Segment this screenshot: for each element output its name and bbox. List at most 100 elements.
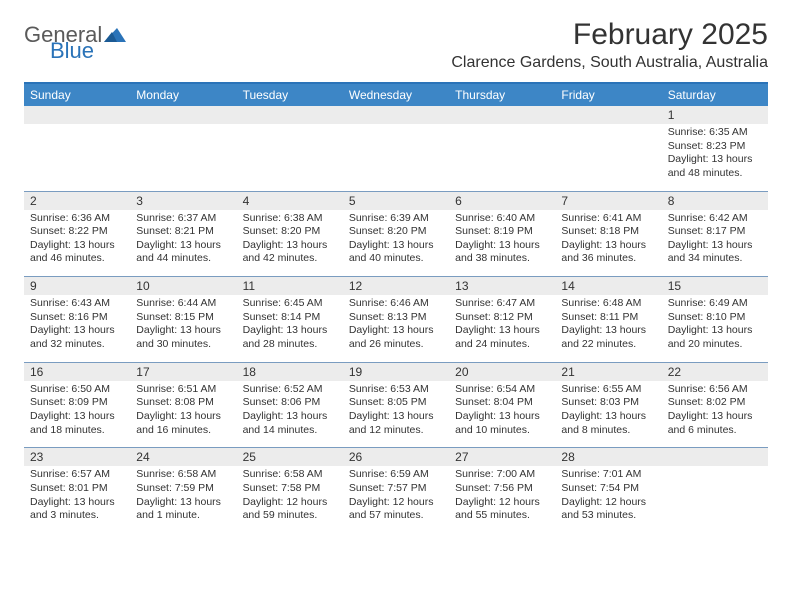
week-block: 232425262728Sunrise: 6:57 AMSunset: 8:01…: [24, 447, 768, 533]
sunset-line: Sunset: 8:10 PM: [668, 311, 762, 325]
day-number: 3: [130, 192, 236, 210]
day-header: Tuesday: [237, 84, 343, 106]
day-cell: Sunrise: 6:57 AMSunset: 8:01 PMDaylight:…: [24, 466, 130, 533]
sunrise-line: Sunrise: 6:59 AM: [349, 468, 443, 482]
day-cell: [449, 124, 555, 191]
day-number: 13: [449, 277, 555, 295]
sunrise-line: Sunrise: 6:48 AM: [561, 297, 655, 311]
day-number: 24: [130, 448, 236, 466]
logo-text-blue: Blue: [50, 41, 126, 61]
sunset-line: Sunset: 8:19 PM: [455, 225, 549, 239]
sunrise-line: Sunrise: 6:58 AM: [136, 468, 230, 482]
day-number: 9: [24, 277, 130, 295]
daylight-line: Daylight: 13 hours and 40 minutes.: [349, 239, 443, 266]
sunset-line: Sunset: 8:20 PM: [243, 225, 337, 239]
daylight-line: Daylight: 13 hours and 10 minutes.: [455, 410, 549, 437]
daylight-line: Daylight: 13 hours and 16 minutes.: [136, 410, 230, 437]
day-number: [130, 106, 236, 124]
daylight-line: Daylight: 12 hours and 57 minutes.: [349, 496, 443, 523]
day-cell: Sunrise: 6:43 AMSunset: 8:16 PMDaylight:…: [24, 295, 130, 362]
day-number: 17: [130, 363, 236, 381]
day-cell: Sunrise: 6:48 AMSunset: 8:11 PMDaylight:…: [555, 295, 661, 362]
daylight-line: Daylight: 13 hours and 42 minutes.: [243, 239, 337, 266]
day-number: 14: [555, 277, 661, 295]
week-block: 1Sunrise: 6:35 AMSunset: 8:23 PMDaylight…: [24, 106, 768, 191]
sunset-line: Sunset: 8:03 PM: [561, 396, 655, 410]
day-cell: Sunrise: 6:42 AMSunset: 8:17 PMDaylight:…: [662, 210, 768, 277]
sunset-line: Sunset: 8:05 PM: [349, 396, 443, 410]
day-number: 25: [237, 448, 343, 466]
daylight-line: Daylight: 13 hours and 36 minutes.: [561, 239, 655, 266]
daylight-line: Daylight: 13 hours and 38 minutes.: [455, 239, 549, 266]
day-header: Friday: [555, 84, 661, 106]
day-number: 4: [237, 192, 343, 210]
day-number: 20: [449, 363, 555, 381]
daylight-line: Daylight: 13 hours and 44 minutes.: [136, 239, 230, 266]
month-title: February 2025: [451, 18, 768, 52]
cells-row: Sunrise: 6:57 AMSunset: 8:01 PMDaylight:…: [24, 466, 768, 533]
week-block: 2345678Sunrise: 6:36 AMSunset: 8:22 PMDa…: [24, 191, 768, 277]
daylight-line: Daylight: 13 hours and 24 minutes.: [455, 324, 549, 351]
sunrise-line: Sunrise: 6:52 AM: [243, 383, 337, 397]
day-cell: Sunrise: 6:58 AMSunset: 7:58 PMDaylight:…: [237, 466, 343, 533]
header: General Blue February 2025 Clarence Gard…: [24, 18, 768, 72]
day-number: 2: [24, 192, 130, 210]
sunrise-line: Sunrise: 6:54 AM: [455, 383, 549, 397]
sunset-line: Sunset: 8:13 PM: [349, 311, 443, 325]
day-cell: [237, 124, 343, 191]
sunrise-line: Sunrise: 6:46 AM: [349, 297, 443, 311]
sunset-line: Sunset: 8:23 PM: [668, 140, 762, 154]
week-block: 16171819202122Sunrise: 6:50 AMSunset: 8:…: [24, 362, 768, 448]
sunset-line: Sunset: 7:57 PM: [349, 482, 443, 496]
day-cell: Sunrise: 6:39 AMSunset: 8:20 PMDaylight:…: [343, 210, 449, 277]
sunrise-line: Sunrise: 7:01 AM: [561, 468, 655, 482]
sunrise-line: Sunrise: 6:50 AM: [30, 383, 124, 397]
day-number: 16: [24, 363, 130, 381]
day-cell: Sunrise: 6:45 AMSunset: 8:14 PMDaylight:…: [237, 295, 343, 362]
sunrise-line: Sunrise: 6:37 AM: [136, 212, 230, 226]
sunrise-line: Sunrise: 6:44 AM: [136, 297, 230, 311]
sunrise-line: Sunrise: 6:47 AM: [455, 297, 549, 311]
cells-row: Sunrise: 6:35 AMSunset: 8:23 PMDaylight:…: [24, 124, 768, 191]
daylight-line: Daylight: 13 hours and 32 minutes.: [30, 324, 124, 351]
sunrise-line: Sunrise: 6:43 AM: [30, 297, 124, 311]
day-cell: Sunrise: 6:54 AMSunset: 8:04 PMDaylight:…: [449, 381, 555, 448]
day-number: 6: [449, 192, 555, 210]
day-cell: Sunrise: 6:46 AMSunset: 8:13 PMDaylight:…: [343, 295, 449, 362]
daylight-line: Daylight: 13 hours and 26 minutes.: [349, 324, 443, 351]
sunset-line: Sunset: 8:08 PM: [136, 396, 230, 410]
daylight-line: Daylight: 13 hours and 18 minutes.: [30, 410, 124, 437]
sunset-line: Sunset: 8:21 PM: [136, 225, 230, 239]
sunrise-line: Sunrise: 6:41 AM: [561, 212, 655, 226]
day-cell: Sunrise: 6:59 AMSunset: 7:57 PMDaylight:…: [343, 466, 449, 533]
sunset-line: Sunset: 8:02 PM: [668, 396, 762, 410]
day-number: 28: [555, 448, 661, 466]
day-cell: Sunrise: 6:35 AMSunset: 8:23 PMDaylight:…: [662, 124, 768, 191]
daylight-line: Daylight: 13 hours and 12 minutes.: [349, 410, 443, 437]
day-number: 11: [237, 277, 343, 295]
day-cell: [662, 466, 768, 533]
day-cell: Sunrise: 6:41 AMSunset: 8:18 PMDaylight:…: [555, 210, 661, 277]
day-cell: Sunrise: 6:55 AMSunset: 8:03 PMDaylight:…: [555, 381, 661, 448]
day-number-row: 232425262728: [24, 448, 768, 466]
sunrise-line: Sunrise: 6:53 AM: [349, 383, 443, 397]
sunrise-line: Sunrise: 6:40 AM: [455, 212, 549, 226]
daylight-line: Daylight: 12 hours and 55 minutes.: [455, 496, 549, 523]
location: Clarence Gardens, South Australia, Austr…: [451, 54, 768, 72]
sunrise-line: Sunrise: 6:55 AM: [561, 383, 655, 397]
day-cell: Sunrise: 6:50 AMSunset: 8:09 PMDaylight:…: [24, 381, 130, 448]
day-number: 12: [343, 277, 449, 295]
sunrise-line: Sunrise: 6:38 AM: [243, 212, 337, 226]
sunset-line: Sunset: 7:56 PM: [455, 482, 549, 496]
sunset-line: Sunset: 8:18 PM: [561, 225, 655, 239]
day-header-row: Sunday Monday Tuesday Wednesday Thursday…: [24, 84, 768, 106]
sunset-line: Sunset: 8:06 PM: [243, 396, 337, 410]
logo: General Blue: [24, 18, 126, 61]
daylight-line: Daylight: 13 hours and 1 minute.: [136, 496, 230, 523]
sunset-line: Sunset: 8:09 PM: [30, 396, 124, 410]
sunrise-line: Sunrise: 7:00 AM: [455, 468, 549, 482]
sunrise-line: Sunrise: 6:49 AM: [668, 297, 762, 311]
day-cell: Sunrise: 6:58 AMSunset: 7:59 PMDaylight:…: [130, 466, 236, 533]
day-cell: Sunrise: 7:01 AMSunset: 7:54 PMDaylight:…: [555, 466, 661, 533]
sunrise-line: Sunrise: 6:51 AM: [136, 383, 230, 397]
